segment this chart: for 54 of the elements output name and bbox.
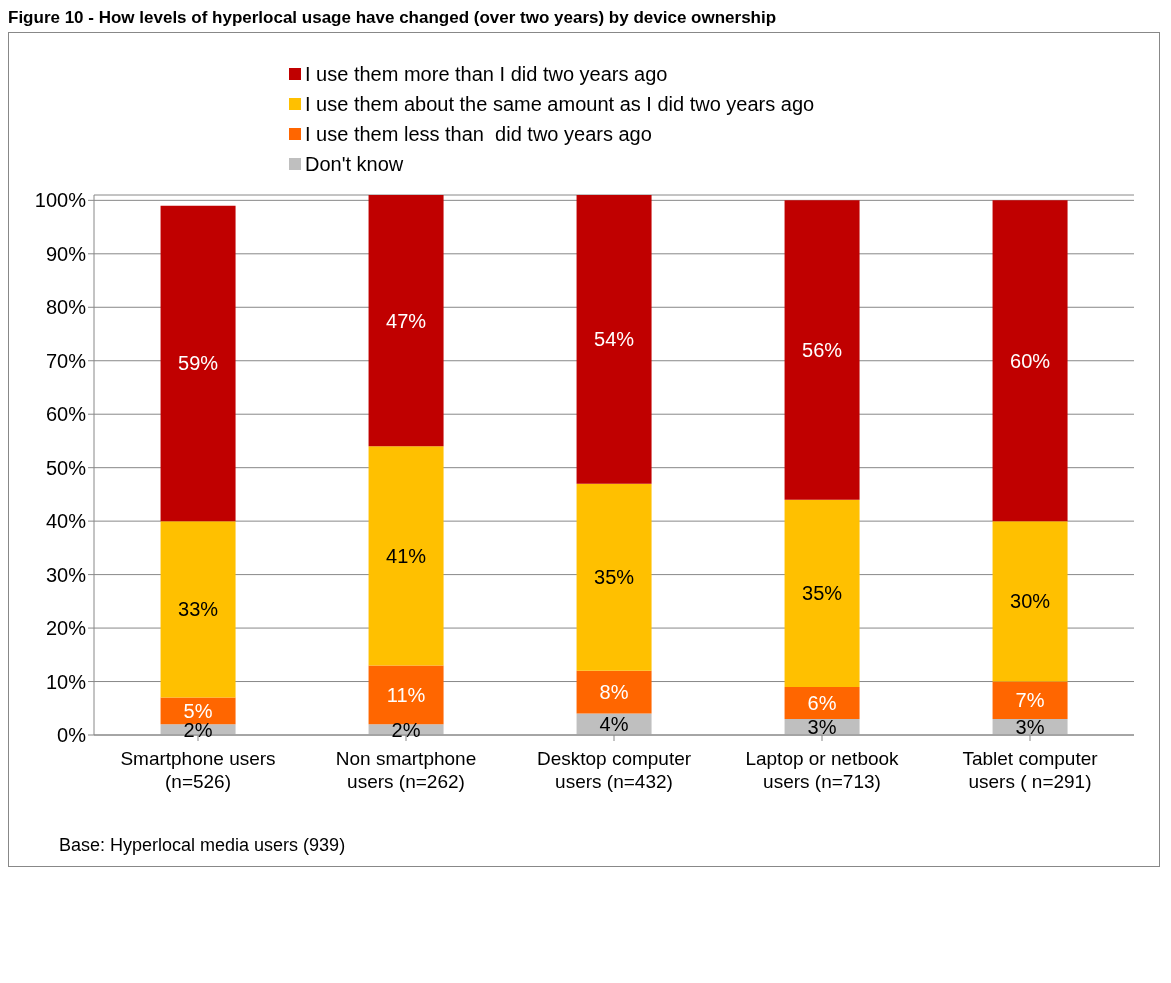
legend-label: I use them about the same amount as I did two years ago — [305, 92, 815, 117]
data-label: 8% — [599, 681, 629, 704]
y-tick-label: 100% — [34, 189, 87, 212]
x-tick-label: Non smartphone users (n=262) — [335, 748, 477, 792]
x-tick-label: Tablet computer users ( n=291) — [962, 748, 1099, 792]
data-label: 35% — [594, 566, 635, 589]
data-label: 11% — [386, 683, 426, 706]
x-tick-label: Laptop or netbook users (n=713) — [745, 748, 900, 792]
bar — [784, 686, 860, 719]
bar — [576, 195, 652, 484]
data-label: 3% — [1015, 715, 1045, 738]
bar — [784, 200, 860, 500]
y-tick-label: 40% — [45, 510, 87, 533]
x-tick-label: Smartphone users (n=526) — [120, 748, 276, 792]
bar — [368, 446, 444, 666]
legend-label: Don't know — [305, 152, 404, 177]
y-tick-label: 80% — [45, 296, 87, 319]
data-label: 3% — [807, 715, 837, 738]
bar — [160, 521, 236, 698]
data-label: 60% — [1010, 349, 1051, 372]
y-tick-label: 30% — [45, 563, 87, 586]
data-label: 30% — [1010, 590, 1051, 613]
data-label: 47% — [386, 309, 427, 332]
x-tick-label: Desktop computer users (n=432) — [536, 748, 692, 792]
y-tick-label: 0% — [57, 724, 87, 747]
data-label: 59% — [178, 352, 219, 375]
y-tick-label: 90% — [45, 242, 87, 265]
data-label: 2% — [391, 718, 421, 741]
bar — [784, 499, 860, 687]
data-label: 4% — [599, 713, 629, 736]
chart-title: Figure 10 - How levels of hyperlocal usage have changed (over two years) by device ownership — [8, 8, 778, 28]
y-tick-label: 70% — [45, 349, 87, 372]
data-label: 6% — [807, 691, 837, 714]
data-label: 56% — [802, 339, 843, 362]
bar — [160, 205, 236, 522]
data-label: 33% — [178, 598, 219, 621]
bar — [576, 670, 652, 714]
legend-label: I use them less than did two years ago — [305, 122, 652, 147]
legend-label: I use them more than I did two years ago — [305, 62, 668, 87]
text: Base: Hyperlocal media users (939) — [59, 835, 347, 856]
bar — [992, 521, 1068, 682]
y-tick-label: 60% — [45, 403, 87, 426]
bar — [368, 195, 444, 447]
y-tick-label: 20% — [45, 617, 87, 640]
y-tick-label: 10% — [45, 670, 87, 693]
y-tick-label: 50% — [45, 456, 87, 479]
bar — [992, 200, 1068, 522]
data-label: 7% — [1015, 689, 1045, 712]
bar — [992, 681, 1068, 719]
bar — [576, 483, 652, 671]
data-label: 41% — [386, 544, 427, 567]
data-label: 54% — [594, 328, 635, 351]
data-label: 35% — [802, 582, 843, 605]
bar — [368, 665, 444, 725]
